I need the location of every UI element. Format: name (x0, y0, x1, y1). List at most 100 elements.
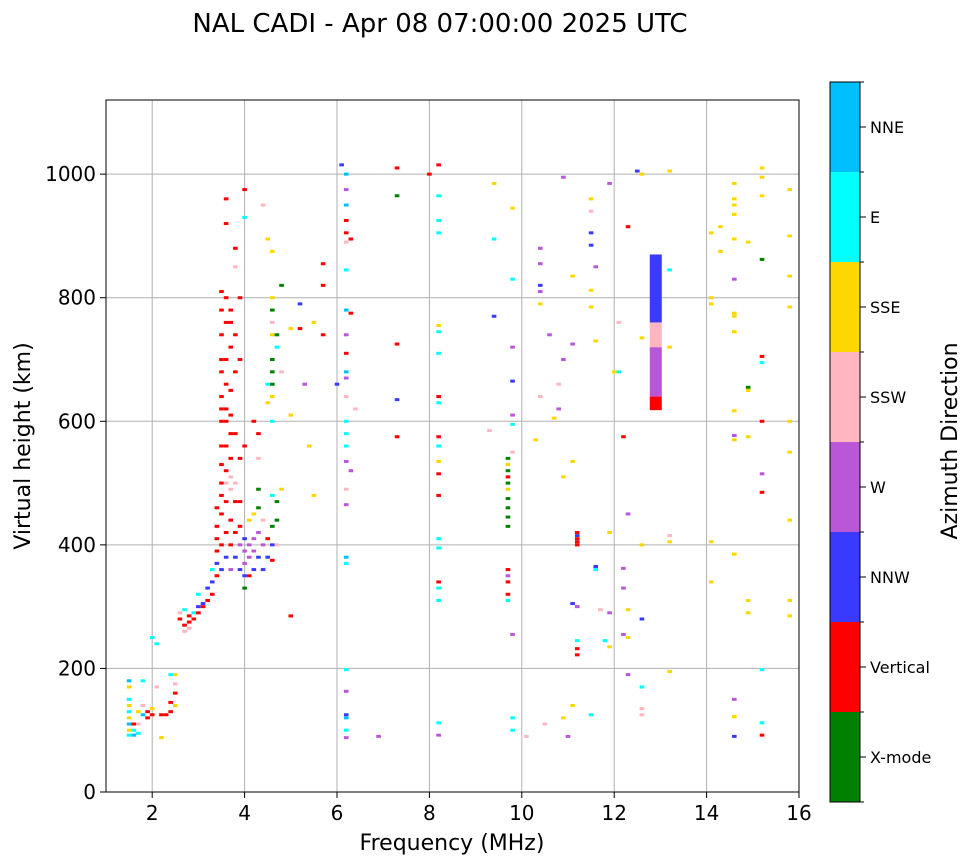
echo-point-nnw (209, 580, 215, 584)
echo-point-vertical (427, 172, 432, 176)
echo-point-nnw (593, 564, 599, 568)
echo-point-vertical (214, 537, 220, 541)
echo-point-x-mode (505, 515, 511, 519)
echo-point-e (602, 639, 608, 643)
echo-point-nnw (242, 537, 247, 541)
echo-point-vertical (436, 163, 441, 167)
y-tick-label: 0 (83, 780, 96, 804)
echo-point-x-mode (745, 385, 751, 389)
echo-point-ssw (256, 456, 261, 460)
colorbar-label-e: E (870, 208, 880, 227)
echo-point-x-mode (270, 308, 275, 312)
echo-point-nne (343, 172, 349, 176)
echo-point-e (667, 268, 672, 272)
echo-point-nnw (214, 561, 220, 565)
echo-point-sse (745, 598, 751, 602)
colorbar-swatch-e (830, 172, 860, 262)
echo-point-nnw (634, 169, 640, 173)
echo-point-ssw (260, 518, 266, 522)
echo-point-w (537, 246, 543, 250)
echo-point-sse (732, 552, 737, 556)
echo-point-nnw (265, 555, 271, 559)
echo-point-w (242, 549, 247, 553)
echo-point-sse (718, 249, 723, 253)
echo-point-sse (732, 314, 737, 318)
echo-point-vertical (223, 500, 229, 504)
echo-point-sse (505, 487, 511, 491)
echo-point-nnw (732, 734, 737, 738)
echo-point-e (168, 673, 173, 677)
echo-point-sse (607, 645, 612, 649)
echo-point-vertical (228, 320, 234, 324)
echo-point-sse (311, 320, 317, 324)
echo-point-e (510, 422, 515, 426)
echo-point-e (126, 733, 132, 737)
echo-point-vertical (759, 354, 765, 358)
echo-point-w (625, 512, 631, 516)
echo-point-sse (708, 231, 714, 235)
x-tick-label: 10 (509, 801, 534, 825)
echo-point-vertical (228, 308, 234, 312)
echo-point-e (436, 231, 441, 235)
echo-point-w (510, 413, 515, 417)
echo-point-e (759, 668, 765, 672)
echo-point-vertical (574, 537, 580, 541)
echo-point-nnw (251, 568, 257, 572)
echo-point-e (491, 237, 497, 241)
echo-point-sse (537, 302, 543, 306)
echo-point-sse (136, 710, 141, 714)
echo-point-vertical (168, 700, 173, 704)
echo-point-w (510, 632, 515, 636)
echo-point-ssw (556, 382, 562, 386)
echo-point-nnw (339, 163, 344, 167)
echo-point-vertical (228, 345, 234, 349)
echo-point-vertical (251, 419, 257, 423)
echo-point-vertical (505, 592, 511, 596)
echo-point-vertical (237, 358, 243, 361)
echo-point-sse (787, 234, 793, 238)
echo-point-sse (570, 274, 575, 278)
echo-point-ssw (279, 370, 284, 374)
echo-point-w (251, 549, 257, 553)
echo-point-vertical (219, 407, 224, 411)
echo-point-sse (270, 249, 275, 253)
echo-point-x-mode (505, 456, 511, 460)
echo-point-e (136, 731, 141, 735)
echo-point-sse (311, 493, 317, 497)
echo-point-vertical (223, 531, 229, 534)
echo-point-nne (343, 555, 349, 559)
echo-point-vertical (214, 506, 220, 510)
echo-point-nnw (223, 555, 229, 559)
echo-point-w (228, 568, 234, 572)
y-tick-label: 1000 (45, 162, 96, 186)
echo-point-sse (745, 435, 751, 439)
echo-point-sse (570, 459, 575, 463)
echo-point-sse (172, 673, 178, 677)
echo-point-w (537, 262, 543, 266)
echo-point-vertical (223, 469, 229, 473)
echo-point-vertical (186, 614, 192, 618)
echo-point-w (561, 358, 566, 361)
echo-point-sse (607, 531, 612, 534)
echo-point-ssw (140, 704, 146, 707)
echo-point-vertical (394, 342, 400, 346)
echo-point-ssw (616, 320, 622, 324)
echo-point-e (510, 716, 515, 720)
echo-point-vertical (320, 283, 326, 287)
echo-point-ssw (228, 487, 234, 491)
echo-point-x-mode (279, 283, 284, 287)
echo-point-w (510, 345, 515, 349)
echo-point-e (436, 444, 441, 448)
echo-point-w (574, 605, 580, 609)
echo-point-vertical (191, 617, 197, 621)
echo-point-sse (270, 296, 275, 300)
echo-point-vertical (163, 713, 169, 717)
echo-point-sse (787, 305, 793, 309)
echo-point-vertical (219, 444, 224, 448)
echo-point-nne (343, 370, 349, 374)
echo-point-w (242, 561, 247, 565)
echo-point-e (436, 546, 441, 550)
colorbar-frame (829, 81, 861, 803)
echo-point-vertical (223, 222, 229, 226)
echo-point-sse (279, 487, 284, 491)
